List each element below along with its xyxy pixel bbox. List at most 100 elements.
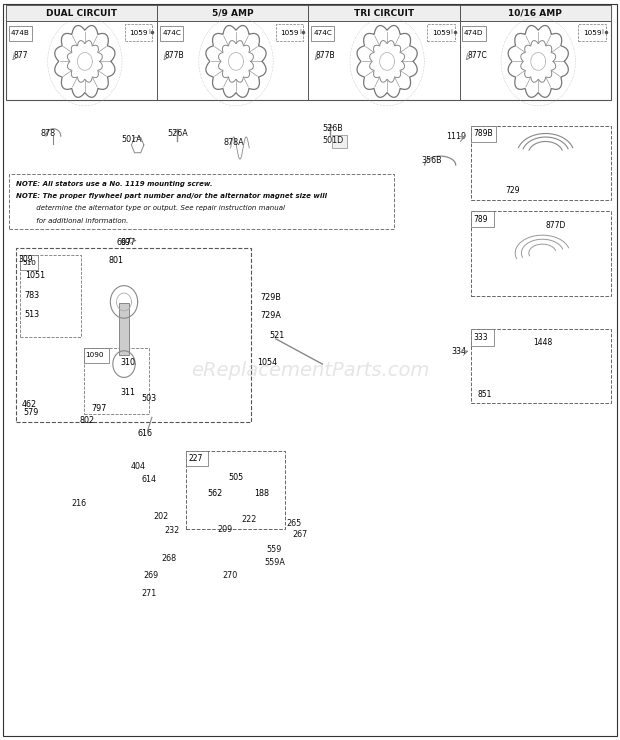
Text: 526B: 526B bbox=[322, 124, 343, 133]
Bar bbox=[471, 329, 494, 346]
Text: 311: 311 bbox=[121, 388, 136, 397]
Text: 268: 268 bbox=[161, 554, 176, 563]
Text: 474C: 474C bbox=[162, 30, 181, 36]
Text: 559: 559 bbox=[267, 545, 282, 554]
Bar bbox=[9, 174, 394, 229]
Text: 877B: 877B bbox=[316, 51, 335, 60]
Text: 616: 616 bbox=[138, 429, 153, 438]
Text: 729: 729 bbox=[505, 186, 520, 195]
Text: 878A: 878A bbox=[223, 138, 244, 147]
Text: 269: 269 bbox=[144, 571, 159, 580]
Text: 789: 789 bbox=[474, 215, 488, 223]
Text: 797: 797 bbox=[91, 404, 107, 413]
Text: 562: 562 bbox=[208, 489, 223, 498]
Bar bbox=[427, 24, 454, 41]
Text: 501D: 501D bbox=[322, 136, 343, 145]
Bar bbox=[471, 211, 494, 227]
Text: 1059: 1059 bbox=[281, 30, 299, 36]
Bar bbox=[471, 126, 496, 142]
Bar bbox=[311, 26, 334, 41]
Bar bbox=[309, 5, 459, 21]
Text: 802: 802 bbox=[79, 416, 94, 425]
Text: 877: 877 bbox=[14, 51, 28, 60]
Text: NOTE: The proper flywheel part number and/or the alternator magnet size will: NOTE: The proper flywheel part number an… bbox=[16, 193, 327, 199]
Text: 334: 334 bbox=[451, 347, 466, 356]
Text: 729A: 729A bbox=[260, 311, 281, 320]
Text: determine the alternator type or output. See repair instruction manual: determine the alternator type or output.… bbox=[16, 206, 285, 212]
Text: 801: 801 bbox=[108, 256, 123, 265]
Bar bbox=[462, 26, 485, 41]
Bar bbox=[125, 24, 153, 41]
Text: 356B: 356B bbox=[422, 156, 442, 165]
Bar bbox=[119, 303, 129, 355]
Text: 227: 227 bbox=[188, 454, 203, 463]
Text: 501A: 501A bbox=[121, 135, 141, 144]
Text: 729B: 729B bbox=[260, 293, 281, 302]
Text: 521: 521 bbox=[270, 332, 285, 340]
Text: 1054: 1054 bbox=[257, 358, 277, 367]
Bar bbox=[9, 26, 32, 41]
Text: 271: 271 bbox=[141, 589, 157, 598]
Bar bbox=[471, 211, 611, 296]
Text: 579: 579 bbox=[24, 408, 39, 417]
Text: 789B: 789B bbox=[474, 130, 494, 138]
Text: 474B: 474B bbox=[11, 30, 30, 36]
Text: 222: 222 bbox=[242, 515, 257, 524]
Text: DUAL CIRCUIT: DUAL CIRCUIT bbox=[46, 9, 117, 18]
Text: 309: 309 bbox=[18, 255, 33, 264]
Bar bbox=[471, 329, 611, 403]
Text: 1059: 1059 bbox=[583, 30, 601, 36]
Bar bbox=[20, 255, 38, 270]
Bar bbox=[471, 126, 611, 200]
Text: 877B: 877B bbox=[165, 51, 184, 60]
Text: i: i bbox=[299, 29, 301, 35]
Text: 333: 333 bbox=[474, 333, 489, 342]
Bar bbox=[84, 348, 108, 363]
Text: 510: 510 bbox=[22, 260, 36, 266]
Text: 851: 851 bbox=[477, 390, 492, 399]
Text: 1059: 1059 bbox=[130, 30, 148, 36]
Text: i: i bbox=[601, 29, 604, 35]
Text: 232: 232 bbox=[164, 526, 180, 535]
Text: 1448: 1448 bbox=[533, 338, 552, 347]
Bar bbox=[84, 348, 149, 414]
Text: i: i bbox=[451, 29, 453, 35]
Text: 513: 513 bbox=[25, 310, 40, 319]
Bar bbox=[16, 248, 251, 422]
Text: 877D: 877D bbox=[546, 221, 566, 230]
Text: 503: 503 bbox=[141, 394, 156, 403]
Bar bbox=[332, 135, 347, 148]
Bar bbox=[157, 5, 308, 21]
Text: 559A: 559A bbox=[265, 558, 286, 567]
Text: 614: 614 bbox=[141, 475, 156, 484]
Bar bbox=[578, 24, 606, 41]
Text: 697: 697 bbox=[117, 238, 132, 247]
Bar bbox=[6, 5, 611, 100]
Bar bbox=[186, 451, 285, 529]
Bar bbox=[20, 255, 81, 337]
Text: 878: 878 bbox=[40, 129, 55, 138]
Text: i: i bbox=[148, 29, 150, 35]
Bar bbox=[6, 5, 157, 21]
Text: 209: 209 bbox=[217, 525, 232, 534]
Text: 202: 202 bbox=[154, 512, 169, 521]
Text: 10/16 AMP: 10/16 AMP bbox=[508, 9, 562, 18]
Text: 462: 462 bbox=[22, 400, 37, 409]
Text: 505: 505 bbox=[228, 473, 244, 482]
Text: 5/9 AMP: 5/9 AMP bbox=[212, 9, 254, 18]
Text: 270: 270 bbox=[222, 571, 237, 580]
Text: 474C: 474C bbox=[313, 30, 332, 36]
Text: TRI CIRCUIT: TRI CIRCUIT bbox=[354, 9, 414, 18]
Text: 404: 404 bbox=[130, 462, 145, 471]
Text: 526A: 526A bbox=[167, 129, 188, 138]
Text: NOTE: All stators use a No. 1119 mounting screw.: NOTE: All stators use a No. 1119 mountin… bbox=[16, 181, 212, 186]
Text: 877C: 877C bbox=[467, 51, 487, 60]
Text: 267: 267 bbox=[293, 530, 308, 539]
Bar bbox=[459, 5, 611, 21]
Text: 474D: 474D bbox=[464, 30, 484, 36]
Bar bbox=[160, 26, 184, 41]
Text: 310: 310 bbox=[121, 358, 136, 367]
Bar bbox=[186, 451, 208, 466]
Text: 1090: 1090 bbox=[86, 352, 104, 358]
Text: 783: 783 bbox=[25, 292, 40, 300]
